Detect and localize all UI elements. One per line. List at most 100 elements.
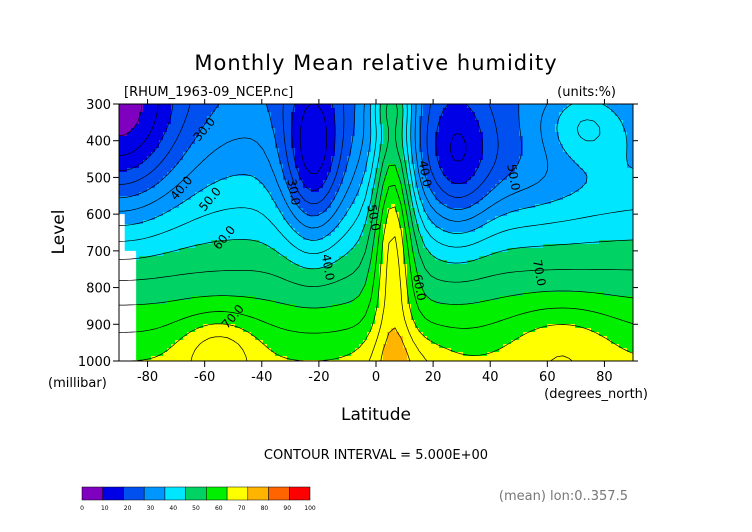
field-cell bbox=[171, 176, 176, 181]
field-cell bbox=[383, 148, 388, 153]
field-cell bbox=[431, 196, 436, 201]
field-cell bbox=[627, 172, 632, 177]
field-cell bbox=[471, 252, 476, 257]
field-cell bbox=[551, 224, 556, 229]
field-cell bbox=[531, 144, 536, 149]
field-cell bbox=[163, 188, 168, 193]
field-cell bbox=[411, 180, 416, 185]
field-cell bbox=[507, 176, 512, 181]
field-cell bbox=[211, 112, 216, 117]
field-cell bbox=[623, 216, 628, 221]
field-cell bbox=[187, 192, 192, 197]
field-cell bbox=[463, 116, 468, 121]
field-cell bbox=[575, 244, 580, 249]
field-cell bbox=[499, 168, 504, 173]
field-cell bbox=[255, 160, 260, 165]
field-cell bbox=[443, 108, 448, 113]
field-cell bbox=[459, 124, 464, 129]
field-cell bbox=[147, 180, 152, 185]
field-cell bbox=[375, 156, 380, 161]
field-cell bbox=[363, 148, 368, 153]
field-cell bbox=[359, 104, 364, 109]
field-cell bbox=[183, 104, 188, 109]
field-cell bbox=[147, 160, 152, 165]
field-cell bbox=[383, 108, 388, 113]
field-cell bbox=[583, 216, 588, 221]
field-cell bbox=[627, 144, 632, 149]
field-cell bbox=[215, 208, 220, 213]
field-cell bbox=[367, 224, 372, 229]
field-cell bbox=[231, 132, 236, 137]
field-cell bbox=[619, 104, 624, 109]
field-cell bbox=[631, 112, 633, 117]
field-cell bbox=[339, 220, 344, 225]
field-cell bbox=[187, 228, 192, 233]
field-cell bbox=[363, 140, 368, 145]
field-cell bbox=[311, 180, 316, 185]
field-cell bbox=[499, 208, 504, 213]
field-cell bbox=[507, 248, 512, 253]
field-cell bbox=[203, 112, 208, 117]
field-cell bbox=[623, 168, 628, 173]
field-cell bbox=[451, 256, 456, 261]
field-cell bbox=[619, 192, 624, 197]
field-cell bbox=[319, 160, 324, 165]
field-cell bbox=[387, 236, 392, 241]
field-cell bbox=[319, 152, 324, 157]
field-cell bbox=[127, 148, 132, 153]
field-cell bbox=[531, 140, 536, 145]
field-cell bbox=[627, 240, 632, 245]
field-cell bbox=[435, 188, 440, 193]
field-cell bbox=[543, 196, 548, 201]
field-cell bbox=[583, 228, 588, 233]
field-cell bbox=[319, 192, 324, 197]
field-cell bbox=[163, 192, 168, 197]
field-cell bbox=[403, 176, 408, 181]
field-cell bbox=[503, 240, 508, 245]
field-cell bbox=[527, 124, 532, 129]
field-cell bbox=[503, 160, 508, 165]
field-cell bbox=[351, 188, 356, 193]
field-cell bbox=[331, 212, 336, 217]
field-cell bbox=[291, 160, 296, 165]
field-cell bbox=[527, 176, 532, 181]
field-cell bbox=[603, 120, 608, 125]
field-cell bbox=[515, 120, 520, 125]
field-cell bbox=[463, 112, 468, 117]
field-cell bbox=[167, 204, 172, 209]
field-cell bbox=[487, 220, 492, 225]
field-cell bbox=[191, 232, 196, 237]
field-cell bbox=[499, 176, 504, 181]
field-cell bbox=[467, 232, 472, 237]
field-cell bbox=[431, 184, 436, 189]
field-cell bbox=[163, 112, 168, 117]
field-cell bbox=[515, 108, 520, 113]
field-cell bbox=[475, 172, 480, 177]
field-cell bbox=[391, 232, 396, 237]
field-cell bbox=[459, 140, 464, 145]
field-cell bbox=[243, 256, 248, 261]
field-cell bbox=[403, 248, 408, 253]
field-cell bbox=[395, 256, 400, 261]
field-cell bbox=[295, 160, 300, 165]
field-cell bbox=[171, 136, 176, 141]
field-cell bbox=[327, 220, 332, 225]
field-cell bbox=[619, 160, 624, 165]
field-cell bbox=[495, 208, 500, 213]
field-cell bbox=[263, 156, 268, 161]
field-cell bbox=[151, 236, 156, 241]
field-cell bbox=[535, 144, 540, 149]
field-cell bbox=[563, 156, 568, 161]
field-cell bbox=[263, 256, 268, 261]
field-cell bbox=[131, 244, 136, 249]
field-cell bbox=[359, 228, 364, 233]
field-cell bbox=[447, 128, 452, 133]
field-cell bbox=[519, 168, 524, 173]
field-cell bbox=[615, 196, 620, 201]
field-cell bbox=[307, 164, 312, 169]
field-cell bbox=[219, 204, 224, 209]
field-cell bbox=[335, 112, 340, 117]
field-cell bbox=[375, 120, 380, 125]
field-cell bbox=[403, 120, 408, 125]
field-cell bbox=[179, 208, 184, 213]
